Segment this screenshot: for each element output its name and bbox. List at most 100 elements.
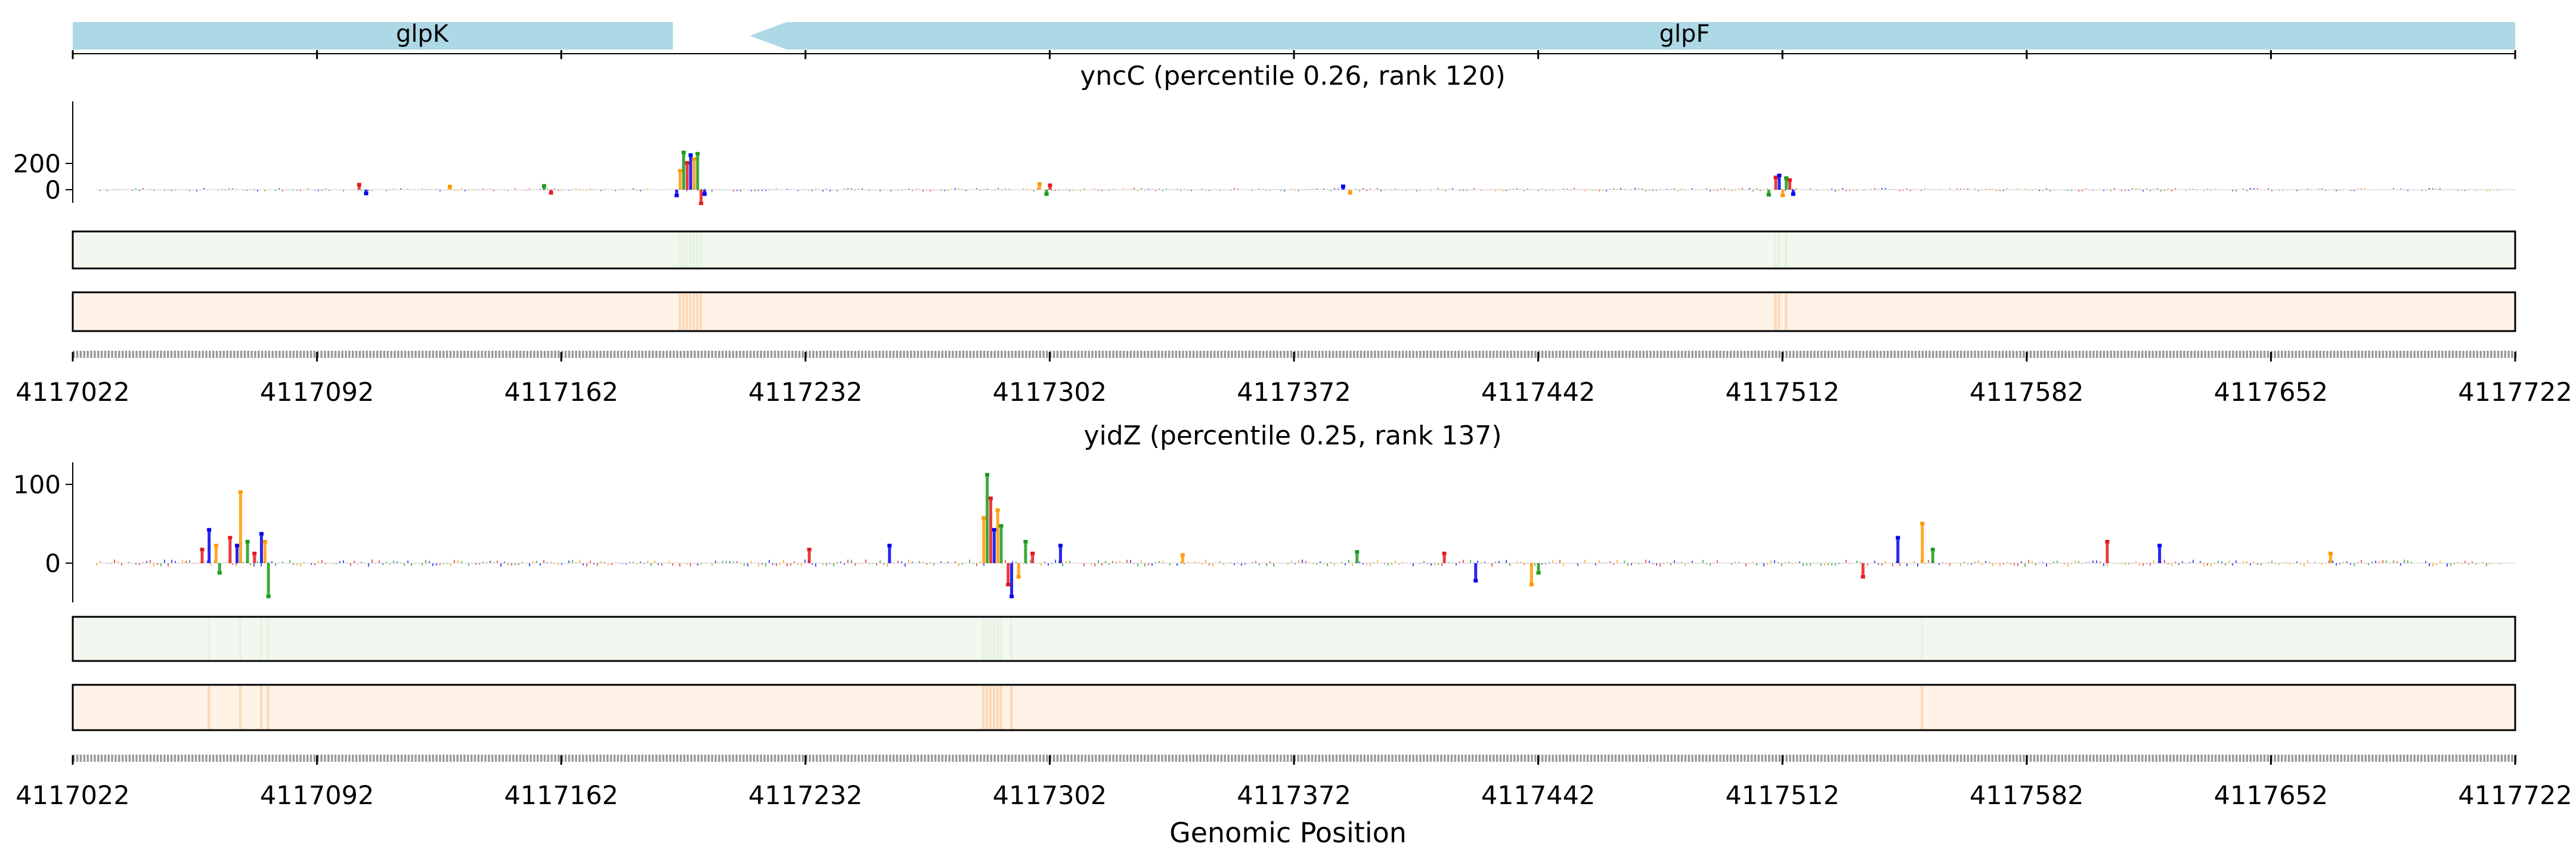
sequence-base — [222, 351, 225, 358]
sequence-base — [1332, 351, 1335, 358]
sequence-base — [2036, 351, 2039, 358]
sequence-base — [1559, 351, 1561, 358]
sequence-base — [882, 351, 884, 358]
sequence-base — [397, 755, 400, 762]
sequence-base — [1795, 755, 1798, 762]
sequence-base — [1820, 755, 1823, 762]
attribution-bar — [996, 512, 999, 563]
sequence-base — [1677, 351, 1680, 358]
sequence-base — [2110, 755, 2112, 762]
sequence-base — [690, 351, 692, 358]
sequence-base — [463, 755, 466, 762]
sequence-base — [1949, 351, 1952, 358]
sequence-base — [1182, 351, 1184, 358]
sequence-base — [107, 755, 110, 762]
sequence-base — [1119, 755, 1122, 762]
sequence-base — [973, 755, 975, 762]
sequence-base — [2050, 351, 2053, 358]
sequence-base — [1175, 755, 1178, 762]
x-tick-label: 4117232 — [748, 781, 863, 811]
sequence-base — [1883, 755, 1885, 762]
attribution-bar-cap — [692, 157, 696, 161]
sequence-base — [188, 351, 190, 358]
sequence-base — [2396, 755, 2398, 762]
sequence-base — [2410, 755, 2412, 762]
sequence-base — [83, 755, 86, 762]
attribution-bar — [1010, 563, 1014, 595]
sequence-base — [1154, 351, 1156, 358]
sequence-base — [2308, 755, 2311, 762]
sequence-base — [1185, 351, 1188, 358]
sequence-base — [2326, 351, 2329, 358]
sequence-base — [2057, 755, 2060, 762]
x-tick-label: 4117372 — [1237, 378, 1351, 407]
sequence-base — [1764, 351, 1767, 358]
sequence-base — [1429, 755, 1432, 762]
sequence-base — [1426, 351, 1429, 358]
sequence-base — [983, 755, 986, 762]
sequence-base — [1465, 755, 1467, 762]
attribution-bar-cap — [2157, 543, 2162, 548]
x-axis: 4117022 4117092 4117162 4117232 4117302 41173… — [16, 755, 2572, 811]
sequence-base — [243, 755, 246, 762]
sequence-base — [2402, 351, 2405, 358]
sequence-base — [2054, 755, 2057, 762]
sequence-base — [163, 755, 166, 762]
sequence-base — [522, 351, 525, 358]
sequence-base — [1789, 755, 1791, 762]
sequence-base — [1580, 351, 1582, 358]
sequence-base — [2211, 755, 2213, 762]
sequence-base — [1998, 755, 2001, 762]
sequence-base — [1468, 755, 1470, 762]
sequence-base — [1932, 755, 1934, 762]
sequence-base — [268, 351, 271, 358]
sequence-base — [1112, 351, 1114, 358]
sequence-base — [1360, 755, 1363, 762]
sequence-base — [934, 755, 937, 762]
sequence-base — [1056, 351, 1059, 358]
sequence-base — [1349, 351, 1352, 358]
sequence-base — [2005, 755, 2008, 762]
heatmap-cell — [239, 686, 242, 729]
sequence-base — [2064, 755, 2067, 762]
sequence-base — [484, 755, 487, 762]
attribution-bar — [200, 551, 204, 563]
attribution-bar-cap — [1340, 184, 1345, 189]
sequence-base — [1890, 351, 1893, 358]
attribution-bar-cap — [259, 532, 264, 536]
sequence-base — [449, 755, 452, 762]
sequence-base — [857, 351, 860, 358]
sequence-base — [394, 351, 396, 358]
sequence-base — [1611, 755, 1614, 762]
sequence-base — [1608, 755, 1610, 762]
sequence-base — [1244, 755, 1247, 762]
sequence-base — [886, 351, 888, 358]
sequence-base — [1911, 351, 1914, 358]
attribution-bar-cap — [1044, 192, 1049, 196]
sequence-base — [445, 755, 448, 762]
x-tick-label: 4117162 — [504, 378, 618, 407]
sequence-base — [526, 351, 528, 358]
sequence-base — [2459, 755, 2461, 762]
sequence-base — [1272, 755, 1275, 762]
sequence-base — [1872, 351, 1875, 358]
sequence-base — [840, 351, 843, 358]
sequence-base — [1035, 755, 1038, 762]
sequence-base — [289, 755, 292, 762]
sequence-base — [2123, 351, 2126, 358]
sequence-base — [215, 755, 218, 762]
sequence-base — [564, 755, 567, 762]
sequence-base — [1569, 755, 1572, 762]
sequence-base — [2329, 755, 2332, 762]
sequence-base — [812, 755, 815, 762]
sequence-base — [627, 351, 630, 358]
sequence-base — [983, 351, 986, 358]
sequence-base — [753, 351, 756, 358]
sequence-base — [1785, 755, 1788, 762]
sequence-base — [2427, 755, 2430, 762]
sequence-base — [285, 755, 288, 762]
sequence-base — [2078, 755, 2081, 762]
sequence-base — [362, 351, 365, 358]
sequence-base — [358, 351, 361, 358]
